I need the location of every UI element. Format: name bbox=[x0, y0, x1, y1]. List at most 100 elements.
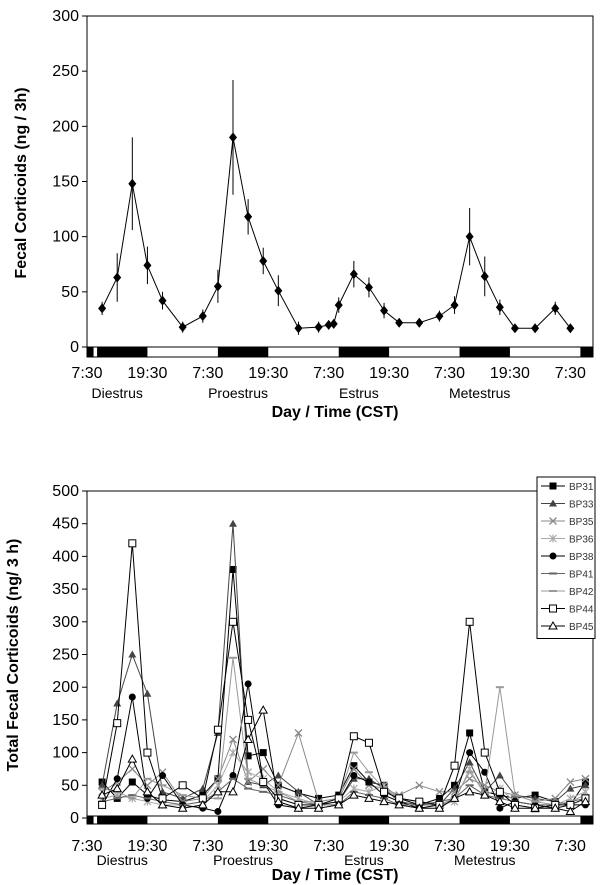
legend-label: BP36 bbox=[569, 535, 594, 546]
x-tick-label: 19:30 bbox=[369, 365, 409, 382]
x-tick-label: 19:30 bbox=[127, 838, 167, 855]
series-bp33 bbox=[98, 519, 590, 808]
data-point bbox=[465, 771, 474, 774]
data-point bbox=[479, 790, 490, 799]
data-point bbox=[229, 771, 237, 779]
legend-marker bbox=[549, 590, 557, 592]
legend-label: BP31 bbox=[569, 482, 594, 493]
legend-label: BP38 bbox=[569, 552, 594, 563]
x-tick-label: 7:30 bbox=[192, 365, 223, 382]
legend-label: BP35 bbox=[569, 517, 594, 528]
data-point bbox=[128, 650, 137, 658]
data-point bbox=[510, 803, 520, 812]
dark-period bbox=[87, 347, 94, 357]
data-point bbox=[274, 285, 283, 296]
data-point bbox=[259, 255, 268, 266]
data-point bbox=[364, 738, 373, 747]
x-tick-label: 7:30 bbox=[434, 838, 465, 855]
data-point bbox=[244, 715, 253, 724]
data-point bbox=[113, 699, 122, 707]
data-point bbox=[293, 803, 304, 812]
y-tick-label: 450 bbox=[52, 516, 79, 533]
data-point bbox=[530, 803, 540, 812]
legend-label: BP44 bbox=[569, 605, 594, 616]
x-tick-label: 7:30 bbox=[71, 838, 102, 855]
legend-label: BP33 bbox=[569, 500, 594, 511]
dark-period bbox=[97, 347, 148, 357]
data-point bbox=[178, 781, 187, 790]
data-point bbox=[229, 656, 238, 659]
x-tick-label: 7:30 bbox=[434, 365, 465, 382]
legend-marker bbox=[549, 482, 557, 490]
x-tick-label: 7:30 bbox=[71, 365, 102, 382]
data-point bbox=[364, 282, 373, 293]
dark-period bbox=[217, 816, 269, 824]
data-point bbox=[178, 322, 187, 333]
data-point bbox=[450, 761, 459, 770]
y-tick-label: 0 bbox=[70, 339, 79, 356]
y-axis-title: Fecal Corticoids (ng / 3h) bbox=[13, 87, 30, 278]
dark-period bbox=[97, 816, 148, 824]
data-point bbox=[213, 786, 223, 796]
y-tick-label: 250 bbox=[52, 647, 79, 664]
data-point bbox=[465, 758, 474, 766]
data-point bbox=[480, 748, 489, 757]
data-point bbox=[244, 211, 253, 222]
data-point bbox=[178, 794, 187, 797]
data-point bbox=[364, 793, 374, 802]
data-point bbox=[449, 793, 460, 802]
data-point bbox=[380, 787, 389, 796]
dark-period bbox=[87, 816, 94, 824]
data-point bbox=[364, 771, 373, 774]
data-point bbox=[113, 272, 122, 283]
dark-period bbox=[338, 347, 390, 357]
data-point bbox=[481, 768, 489, 776]
phase-label: Estrus bbox=[339, 385, 379, 401]
dark-period bbox=[338, 816, 390, 824]
data-point bbox=[128, 539, 137, 548]
x-tick-label: 7:30 bbox=[313, 365, 344, 382]
data-point bbox=[244, 787, 253, 790]
data-point bbox=[434, 803, 445, 812]
data-point bbox=[465, 784, 474, 787]
phase-label: Metestrus bbox=[449, 385, 510, 401]
data-point bbox=[531, 323, 540, 334]
data-point bbox=[349, 764, 358, 773]
data-point bbox=[580, 796, 591, 806]
dark-period bbox=[459, 816, 510, 824]
data-point bbox=[143, 689, 152, 697]
data-point bbox=[294, 787, 303, 795]
data-point bbox=[294, 323, 303, 334]
data-point bbox=[314, 322, 323, 333]
series-bp31 bbox=[98, 565, 589, 809]
phase-label: Metestrus bbox=[454, 852, 515, 868]
data-point bbox=[349, 751, 358, 754]
data-point bbox=[197, 799, 208, 809]
x-tick-label: 7:30 bbox=[192, 838, 223, 855]
series-line bbox=[101, 543, 586, 809]
phase-label: Estrus bbox=[344, 852, 384, 868]
data-point bbox=[159, 771, 167, 779]
x-tick-label: 19:30 bbox=[248, 838, 288, 855]
data-point bbox=[98, 781, 107, 789]
x-tick-label: 7:30 bbox=[555, 838, 586, 855]
data-point bbox=[229, 132, 238, 143]
data-point bbox=[229, 735, 237, 744]
data-point bbox=[415, 317, 424, 328]
data-point bbox=[259, 790, 268, 793]
dark-period bbox=[459, 347, 510, 357]
data-point bbox=[229, 617, 238, 626]
series-line bbox=[101, 523, 586, 806]
y-tick-label: 50 bbox=[61, 284, 79, 301]
data-point bbox=[142, 786, 153, 796]
x-axis-title: Day / Time (CST) bbox=[272, 404, 399, 421]
data-point bbox=[128, 794, 137, 797]
series-line bbox=[101, 569, 586, 806]
data-point bbox=[380, 305, 389, 316]
data-point bbox=[334, 300, 343, 311]
data-point bbox=[113, 775, 121, 783]
x-tick-label: 19:30 bbox=[248, 365, 288, 382]
data-point bbox=[258, 705, 269, 714]
legend-label: BP41 bbox=[569, 570, 594, 581]
